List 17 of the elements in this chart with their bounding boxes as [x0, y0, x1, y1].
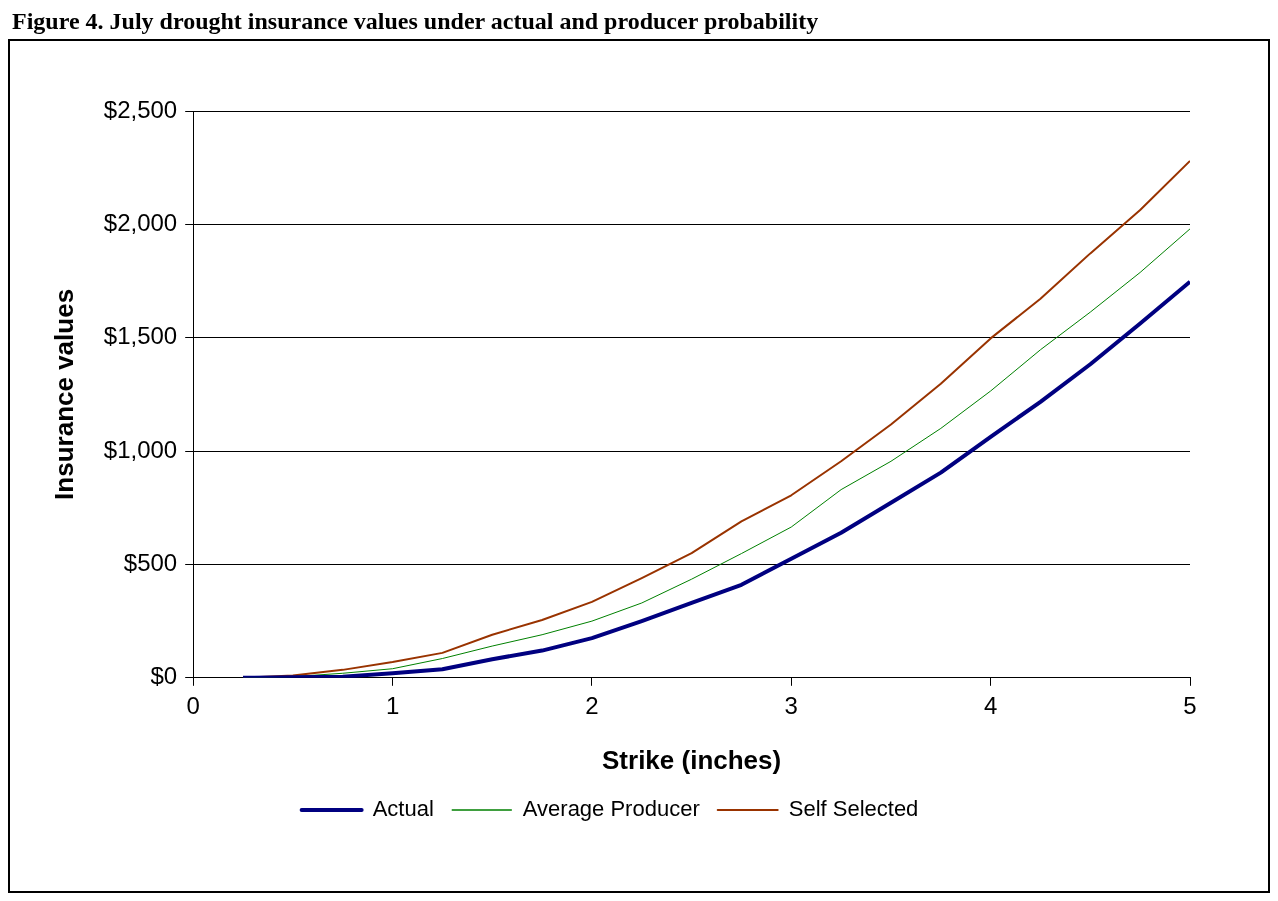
legend-label: Actual	[372, 796, 434, 822]
y-axis-title: Insurance values	[48, 288, 79, 500]
y-tick-label: $0	[150, 662, 178, 690]
y-tick-label: $1,000	[103, 435, 178, 463]
y-tick-label: $1,500	[103, 322, 178, 350]
x-axis-title: Strike (inches)	[602, 744, 782, 775]
x-tick-label: 0	[186, 692, 200, 720]
y-tick-label: $2,000	[103, 208, 178, 236]
legend-label: Average Producer	[522, 796, 700, 822]
chart-title: Figure 4. July drought insurance values under actual and producer probability	[11, 8, 820, 36]
x-tick-label: 2	[585, 692, 599, 720]
y-tick-label: $500	[123, 549, 178, 577]
legend-label: Self Selected	[788, 796, 919, 822]
x-tick-label: 4	[983, 692, 998, 720]
x-tick-label: 5	[1183, 692, 1197, 720]
x-tick-label: 3	[784, 692, 798, 720]
x-tick-label: 1	[385, 692, 400, 720]
